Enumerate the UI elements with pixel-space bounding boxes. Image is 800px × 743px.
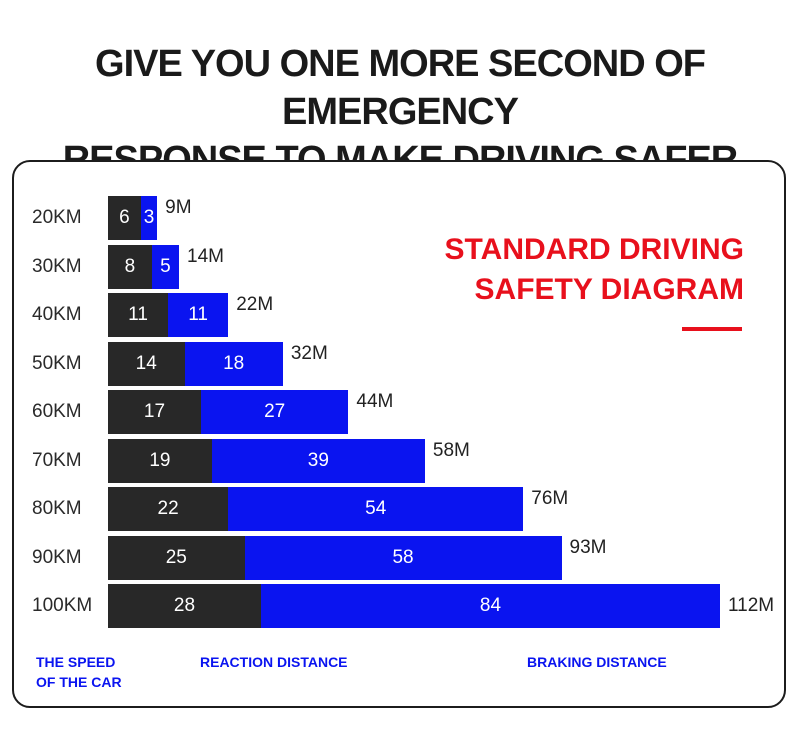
legend-braking: BRAKING DISTANCE	[527, 654, 667, 670]
braking-bar: 3	[140, 196, 158, 240]
diagram-title-line-2: SAFETY DIAGRAM	[474, 273, 744, 306]
reaction-bar: 25	[108, 535, 245, 580]
braking-bar: 27	[200, 390, 349, 434]
total-distance-label: 9M	[165, 197, 192, 218]
total-distance-label: 93M	[569, 536, 607, 558]
total-distance-label: 76M	[531, 488, 569, 509]
reaction-bar: 17	[108, 390, 201, 434]
diagram-title: STANDARD DRIVING SAFETY DIAGRAM	[445, 230, 744, 310]
speed-label: 70KM	[32, 449, 82, 471]
braking-bar: 11	[168, 293, 229, 337]
legend-reaction: REACTION DISTANCE	[200, 654, 348, 670]
reaction-bar: 19	[108, 438, 212, 483]
braking-bar: 58	[244, 535, 562, 580]
speed-label: 80KM	[32, 498, 82, 519]
speed-label: 20KM	[32, 207, 82, 228]
reaction-bar: 22	[108, 487, 229, 531]
speed-label: 50KM	[32, 352, 82, 374]
reaction-bar: 11	[108, 293, 169, 337]
headline-line-1: GIVE YOU ONE MORE SECOND OF EMERGENCY	[95, 43, 706, 133]
speed-label: 40KM	[32, 304, 82, 325]
speed-label: 90KM	[32, 546, 82, 568]
diagram-card: 20KM 6 3 9M 30KM 8 5 14M 40KM 11 11 22M 50KM 14 18 32M 6…	[12, 160, 786, 708]
total-distance-label: 14M	[187, 245, 224, 267]
reaction-bar: 28	[108, 584, 261, 628]
speed-label: 30KM	[32, 255, 82, 277]
legend-speed-line-2: OF THE CAR	[36, 674, 122, 690]
legend-speed-line-1: THE SPEED	[36, 654, 116, 670]
diagram-title-line-1: STANDARD DRIVING	[444, 233, 744, 266]
braking-bar: 84	[261, 584, 720, 628]
reaction-bar: 8	[108, 244, 152, 289]
braking-bar: 54	[228, 487, 524, 531]
total-distance-label: 58M	[432, 439, 470, 461]
speed-label: 100KM	[32, 595, 93, 616]
braking-bar: 5	[151, 244, 180, 289]
total-distance-label: 32M	[290, 342, 328, 364]
braking-bar: 39	[211, 438, 425, 483]
total-distance-label: 44M	[356, 391, 394, 412]
legend-speed: THE SPEED OF THE CAR	[36, 652, 122, 692]
reaction-bar: 6	[108, 196, 141, 240]
braking-bar: 18	[184, 341, 283, 386]
title-underline	[682, 327, 742, 331]
total-distance-label: 22M	[236, 294, 274, 315]
reaction-bar: 14	[108, 341, 185, 386]
speed-label: 60KM	[32, 401, 82, 422]
total-distance-label: 112M	[728, 595, 775, 616]
